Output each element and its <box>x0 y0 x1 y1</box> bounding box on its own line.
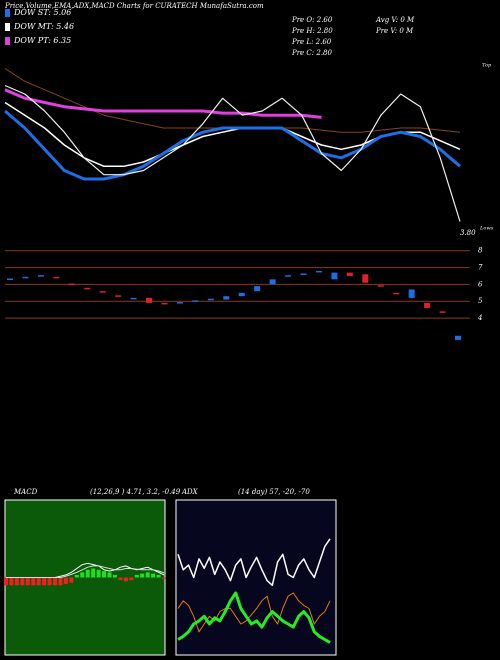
y-tick-label: 7 <box>478 264 483 272</box>
histogram-bar <box>58 577 63 586</box>
info: Pre V: 0 M <box>375 27 414 35</box>
candle-body <box>146 297 153 303</box>
histogram-bar <box>25 577 30 586</box>
series-line <box>177 538 331 587</box>
histogram-bar <box>162 577 166 579</box>
candle-body <box>300 273 307 275</box>
histogram-bar <box>20 577 25 586</box>
series-line <box>177 592 331 633</box>
legend-swatch <box>5 23 10 31</box>
series-line <box>4 109 461 181</box>
histogram-bar <box>74 574 79 578</box>
candle-body <box>362 274 369 283</box>
panel-title: ADX <box>181 488 199 496</box>
series-line <box>4 88 322 119</box>
candle-body <box>130 297 137 300</box>
annotation: Top <box>482 63 492 69</box>
legend-swatch <box>5 37 10 45</box>
histogram-bar <box>129 577 134 581</box>
candle-body <box>331 272 338 280</box>
candle-body <box>22 276 29 279</box>
histogram-bar <box>91 568 96 578</box>
candle-body <box>207 298 214 301</box>
candle-body <box>269 279 276 285</box>
histogram-bar <box>53 577 58 586</box>
histogram-bar <box>112 574 117 578</box>
candle-body <box>424 302 431 308</box>
histogram-bar <box>42 577 47 586</box>
histogram-bar <box>63 577 68 584</box>
histogram-bar <box>31 577 36 586</box>
histogram-bar <box>47 577 52 586</box>
histogram-bar <box>4 577 8 586</box>
candle-body <box>68 283 75 286</box>
histogram-bar <box>151 573 156 578</box>
legend-label: DOW ST: 5.06 <box>13 8 71 17</box>
candle-body <box>115 295 122 297</box>
candle-body <box>238 292 245 297</box>
candle-body <box>7 278 13 281</box>
candle-body <box>223 296 230 300</box>
candle-body <box>455 335 461 340</box>
panel-title: MACD <box>13 488 38 496</box>
histogram-bar <box>36 577 41 586</box>
panel <box>175 499 337 656</box>
candle-body <box>53 276 60 279</box>
histogram-bar <box>118 577 123 581</box>
candle-body <box>408 289 415 298</box>
histogram-bar <box>69 577 74 583</box>
histogram-bar <box>96 569 101 578</box>
annotation: 3.80 <box>460 229 476 237</box>
candle-body <box>176 302 183 304</box>
y-tick-label: 5 <box>478 297 483 305</box>
series-line <box>6 565 165 578</box>
candle-body <box>285 275 292 277</box>
candle-body <box>315 270 322 273</box>
candle-body <box>439 311 446 313</box>
info: Pre H: 2.80 <box>291 27 333 35</box>
candle-body <box>254 286 261 292</box>
histogram-bar <box>123 577 128 582</box>
histogram-bar <box>14 577 19 586</box>
candle-body <box>192 300 199 302</box>
info: Pre L: 2.60 <box>291 38 332 46</box>
histogram-bar <box>145 572 150 578</box>
legend-label: DOW PT: 6.35 <box>13 36 71 45</box>
candle-body <box>84 287 91 290</box>
histogram-bar <box>134 574 139 578</box>
histogram-bar <box>156 574 161 578</box>
y-tick-label: 8 <box>478 247 483 255</box>
panel-subtitle: (14 day) 57, -20, -70 <box>238 488 310 496</box>
info: Avg V: 0 M <box>375 16 415 24</box>
panel-subtitle: (12,26,9 ) 4.71, 3.2, -0.49 <box>90 488 181 496</box>
candle-body <box>161 302 168 305</box>
candle-body <box>377 285 384 287</box>
histogram-bar <box>107 572 112 578</box>
page-title: Price,Volume,EMA,ADX,MACD Charts for CUR… <box>4 2 264 10</box>
histogram-bar <box>80 572 85 578</box>
annotation: Lows <box>479 226 494 232</box>
series-line <box>4 84 461 222</box>
candle-body <box>99 291 106 293</box>
candle-body <box>346 272 353 276</box>
info: Pre O: 2.60 <box>291 16 333 24</box>
y-tick-label: 4 <box>477 314 482 322</box>
info: Pre C: 2.80 <box>291 49 332 57</box>
legend-label: DOW MT: 5.46 <box>13 22 74 31</box>
candle-body <box>393 292 400 295</box>
histogram-bar <box>85 569 90 578</box>
series-line <box>177 591 331 644</box>
y-tick-label: 6 <box>478 280 483 288</box>
histogram-bar <box>102 571 107 578</box>
histogram-bar <box>9 577 14 586</box>
legend-swatch <box>5 9 10 17</box>
histogram-bar <box>140 573 145 578</box>
candle-body <box>37 275 44 277</box>
